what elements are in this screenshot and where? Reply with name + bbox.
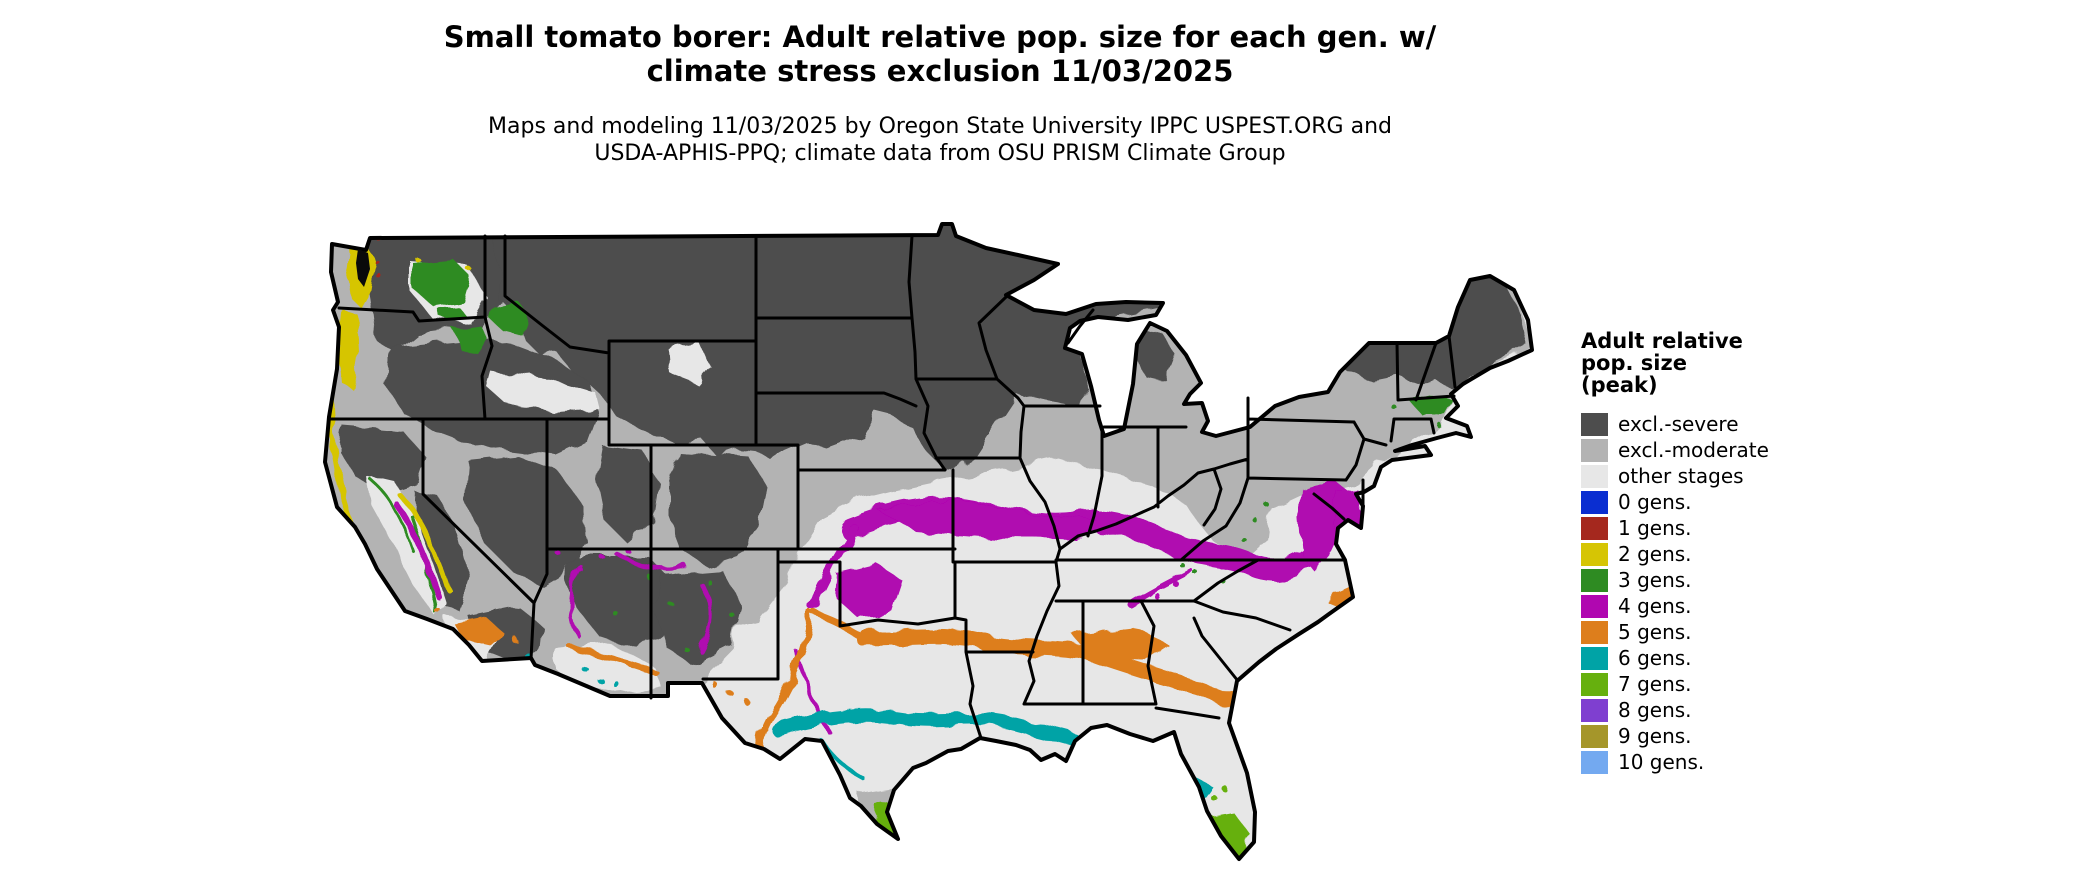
legend-item-g1: 1 gens.	[1581, 515, 1881, 541]
legend-label-g1: 1 gens.	[1618, 516, 1692, 540]
legend-swatch-severe	[1581, 412, 1608, 436]
figure-subtitle: Maps and modeling 11/03/2025 by Oregon S…	[0, 113, 1880, 167]
legend-item-moderate: excl.-moderate	[1581, 437, 1881, 463]
legend-swatch-g0	[1581, 490, 1608, 514]
legend-item-g9: 9 gens.	[1581, 723, 1881, 749]
legend-item-g5: 5 gens.	[1581, 619, 1881, 645]
legend-swatch-g10	[1581, 750, 1608, 774]
us-map	[323, 222, 1534, 861]
legend-title-line2: pop. size	[1581, 351, 1687, 375]
legend-item-g3: 3 gens.	[1581, 567, 1881, 593]
legend-label-g4: 4 gens.	[1618, 594, 1692, 618]
legend-item-g7: 7 gens.	[1581, 671, 1881, 697]
figure-title-line1: Small tomato borer: Adult relative pop. …	[443, 20, 1437, 54]
legend-items: excl.-severe excl.-moderate other stages…	[1581, 411, 1881, 775]
state-borders	[327, 234, 1457, 740]
legend-label-g0: 0 gens.	[1618, 490, 1692, 514]
legend-item-g10: 10 gens.	[1581, 749, 1881, 775]
figure-title-line2: climate stress exclusion 11/03/2025	[646, 54, 1234, 88]
legend-label-g3: 3 gens.	[1618, 568, 1692, 592]
legend-label-g10: 10 gens.	[1618, 750, 1705, 774]
map-raster-art	[325, 224, 1532, 859]
legend-label-g7: 7 gens.	[1618, 672, 1692, 696]
legend-label-other: other stages	[1618, 464, 1744, 488]
legend-label-g2: 2 gens.	[1618, 542, 1692, 566]
legend-item-g2: 2 gens.	[1581, 541, 1881, 567]
legend-label-g9: 9 gens.	[1618, 724, 1692, 748]
legend-label-g8: 8 gens.	[1618, 698, 1692, 722]
figure-header: Small tomato borer: Adult relative pop. …	[0, 20, 1880, 167]
map-legend: Adult relative pop. size (peak) excl.-se…	[1581, 330, 1881, 775]
legend-title-line3: (peak)	[1581, 373, 1658, 397]
legend-item-g8: 8 gens.	[1581, 697, 1881, 723]
legend-item-severe: excl.-severe	[1581, 411, 1881, 437]
legend-swatch-g8	[1581, 698, 1608, 722]
legend-label-g6: 6 gens.	[1618, 646, 1692, 670]
legend-swatch-moderate	[1581, 438, 1608, 462]
legend-item-other: other stages	[1581, 463, 1881, 489]
figure-subtitle-line2: USDA-APHIS-PPQ; climate data from OSU PR…	[594, 141, 1286, 166]
figure-subtitle-line1: Maps and modeling 11/03/2025 by Oregon S…	[488, 114, 1392, 139]
puget-sound	[356, 249, 370, 287]
legend-title: Adult relative pop. size (peak)	[1581, 330, 1881, 396]
legend-swatch-other	[1581, 464, 1608, 488]
legend-swatch-g1	[1581, 516, 1608, 540]
legend-item-g4: 4 gens.	[1581, 593, 1881, 619]
legend-title-line1: Adult relative	[1581, 329, 1743, 353]
legend-swatch-g4	[1581, 594, 1608, 618]
legend-label-moderate: excl.-moderate	[1618, 438, 1769, 462]
legend-swatch-g7	[1581, 672, 1608, 696]
legend-swatch-g3	[1581, 568, 1608, 592]
legend-label-g5: 5 gens.	[1618, 620, 1692, 644]
us-outline	[323, 222, 1534, 861]
legend-swatch-g5	[1581, 620, 1608, 644]
legend-label-severe: excl.-severe	[1618, 412, 1739, 436]
legend-item-g6: 6 gens.	[1581, 645, 1881, 671]
legend-swatch-g9	[1581, 724, 1608, 748]
legend-swatch-g2	[1581, 542, 1608, 566]
legend-item-g0: 0 gens.	[1581, 489, 1881, 515]
legend-swatch-g6	[1581, 646, 1608, 670]
